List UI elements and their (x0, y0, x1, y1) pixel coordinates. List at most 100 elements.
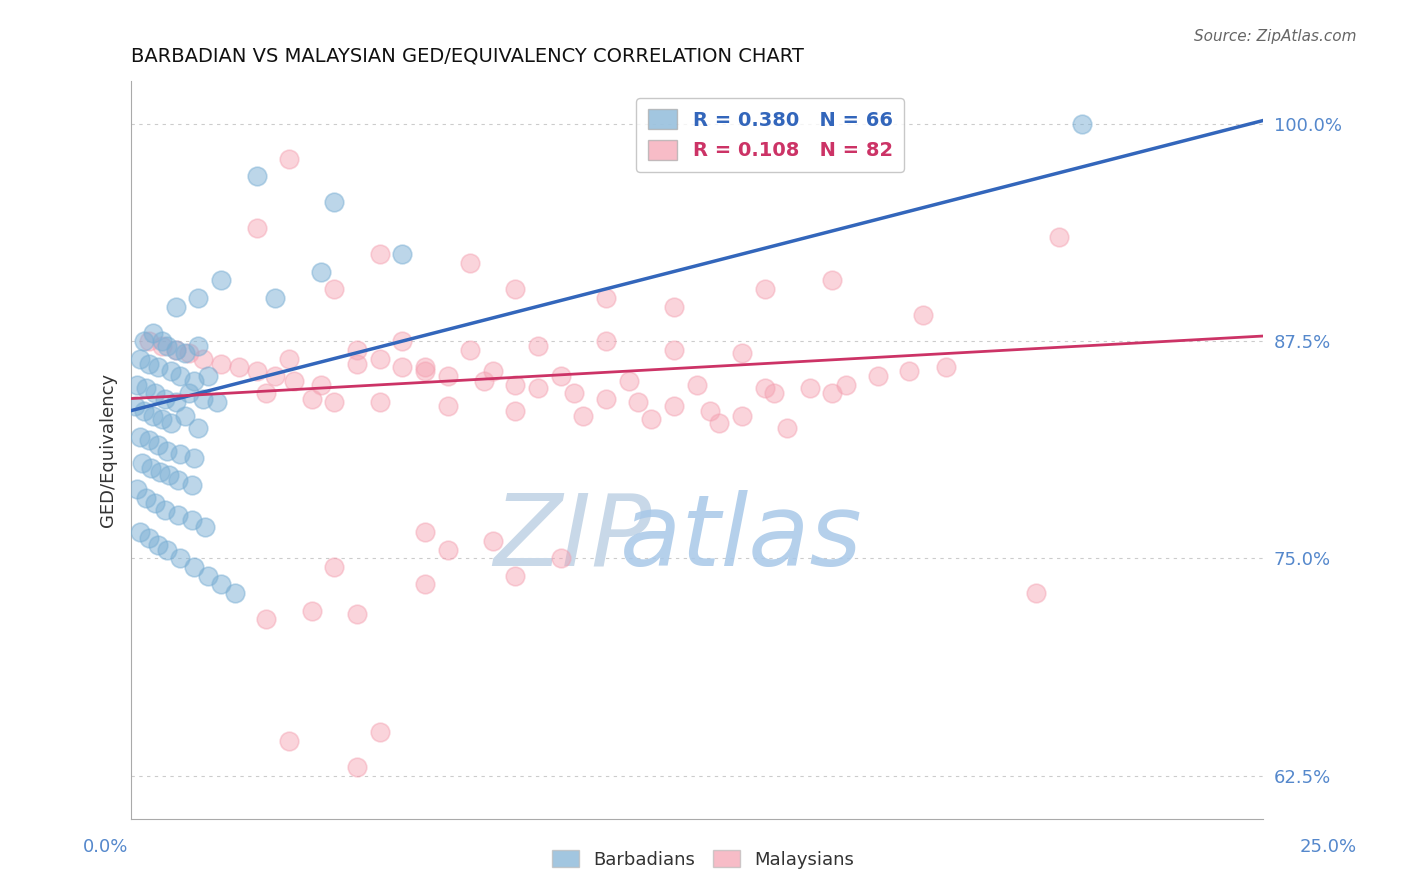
Point (149, 465, 172, 479)
Point (436, 369, 458, 384)
Point (368, 395, 391, 409)
Point (821, 386, 844, 401)
Point (627, 395, 650, 409)
Point (128, 430, 150, 444)
Point (505, 403, 527, 417)
Point (180, 513, 202, 527)
Point (472, 374, 495, 388)
Point (128, 525, 150, 540)
Point (160, 364, 183, 378)
Point (685, 377, 707, 392)
Point (799, 381, 821, 395)
Point (205, 395, 228, 409)
Point (165, 343, 187, 357)
Point (458, 343, 481, 357)
Point (179, 346, 201, 360)
Y-axis label: GED/Equivalency: GED/Equivalency (100, 373, 117, 527)
Point (346, 343, 368, 357)
Point (128, 351, 150, 366)
Point (131, 456, 153, 470)
Point (153, 503, 176, 517)
Point (187, 291, 209, 305)
Point (550, 551, 572, 566)
Point (167, 508, 190, 522)
Point (165, 343, 187, 357)
Point (124, 399, 146, 413)
Point (731, 346, 754, 360)
Legend: R = 0.380   N = 66, R = 0.108   N = 82: R = 0.380 N = 66, R = 0.108 N = 82 (636, 98, 904, 172)
Point (699, 403, 721, 417)
Point (127, 377, 149, 392)
Point (138, 334, 160, 349)
Point (146, 537, 169, 551)
Point (145, 496, 167, 510)
Point (174, 346, 197, 360)
Point (754, 282, 776, 296)
Point (391, 334, 413, 349)
Point (527, 339, 550, 353)
Point (254, 386, 277, 401)
Text: atlas: atlas (494, 490, 862, 587)
Point (391, 247, 413, 261)
Point (935, 360, 957, 375)
Point (246, 221, 269, 235)
Point (183, 560, 205, 574)
Point (145, 386, 167, 401)
Point (278, 351, 301, 366)
Point (157, 468, 180, 483)
Point (169, 369, 191, 384)
Point (866, 369, 889, 384)
Point (662, 300, 685, 314)
Point (346, 760, 368, 774)
Point (762, 386, 785, 401)
Point (228, 360, 250, 375)
Point (391, 360, 413, 375)
Point (264, 369, 287, 384)
Point (254, 612, 277, 626)
Point (139, 461, 162, 475)
Point (595, 334, 617, 349)
Point (246, 169, 269, 184)
Text: BARBADIAN VS MALAYSIAN GED/EQUIVALENCY CORRELATION CHART: BARBADIAN VS MALAYSIAN GED/EQUIVALENCY C… (131, 46, 803, 65)
Text: 25.0%: 25.0% (1301, 838, 1357, 855)
Point (617, 374, 640, 388)
Point (150, 412, 173, 426)
Point (156, 443, 179, 458)
Point (323, 282, 346, 296)
Point (191, 392, 214, 406)
Point (150, 339, 173, 353)
Point (1047, 230, 1070, 244)
Point (146, 360, 169, 375)
Point (197, 369, 219, 384)
Point (323, 195, 346, 210)
Point (595, 392, 617, 406)
Legend: Barbadians, Malaysians: Barbadians, Malaysians (544, 843, 862, 876)
Point (146, 438, 169, 452)
Point (183, 450, 205, 465)
Point (436, 399, 458, 413)
Point (505, 569, 527, 583)
Point (301, 603, 323, 617)
Point (187, 339, 209, 353)
Text: Source: ZipAtlas.com: Source: ZipAtlas.com (1194, 29, 1357, 44)
Point (436, 542, 458, 557)
Point (138, 357, 160, 371)
Point (174, 409, 197, 423)
Point (209, 357, 232, 371)
Point (482, 534, 505, 549)
Point (278, 152, 301, 166)
Point (197, 569, 219, 583)
Point (458, 256, 481, 270)
Point (187, 421, 209, 435)
Point (156, 542, 179, 557)
Point (562, 386, 585, 401)
Point (127, 482, 149, 496)
Point (505, 377, 527, 392)
Point (754, 381, 776, 395)
Point (482, 364, 505, 378)
Point (183, 374, 205, 388)
Point (150, 334, 173, 349)
Point (550, 369, 572, 384)
Point (142, 326, 165, 340)
Point (662, 343, 685, 357)
